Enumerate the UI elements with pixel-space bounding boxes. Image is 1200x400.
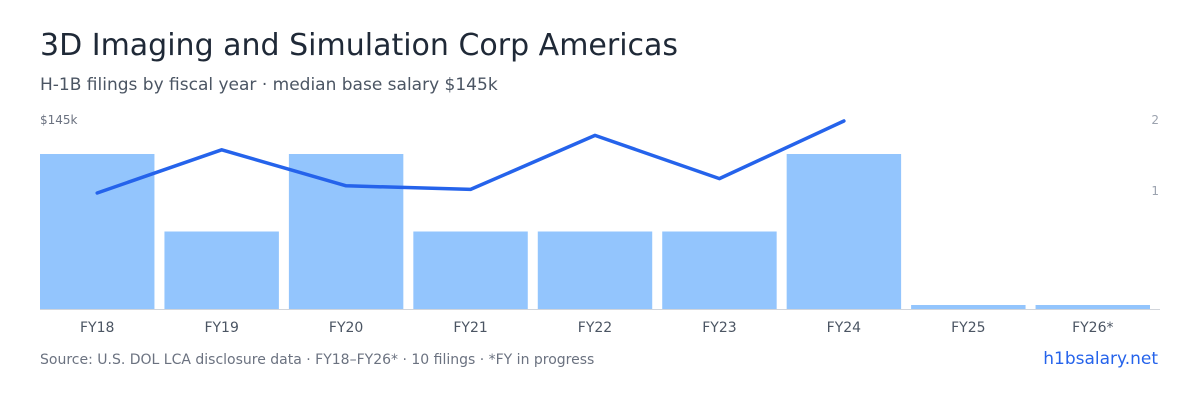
chart-subtitle: H-1B filings by fiscal year · median bas…: [40, 75, 498, 95]
bar-fy21[interactable]: [413, 231, 528, 310]
right-axis-tick-1: 1: [1151, 184, 1159, 198]
bar-fy26[interactable]: [1035, 305, 1150, 309]
x-tick-label: FY26*: [1072, 320, 1113, 336]
bar-fy25[interactable]: [911, 305, 1026, 309]
bar-fy20[interactable]: [288, 154, 404, 309]
bar-fy19[interactable]: [164, 231, 279, 310]
x-tick-label: FY19: [204, 320, 238, 336]
x-tick-label: FY24: [827, 320, 862, 336]
bar-fy23[interactable]: [662, 231, 777, 310]
x-tick-label: FY23: [702, 320, 736, 336]
x-tick-label: FY20: [329, 320, 363, 336]
bar-fy22[interactable]: [537, 231, 653, 310]
x-tick-label: FY18: [80, 320, 114, 336]
salary-line: [95, 119, 846, 195]
source-note: Source: U.S. DOL LCA disclosure data · F…: [40, 352, 595, 368]
chart-title: 3D Imaging and Simulation Corp Americas: [40, 28, 679, 63]
x-tick-label: FY21: [453, 320, 487, 336]
right-axis-tick-2: 2: [1151, 113, 1159, 127]
bar-fy24[interactable]: [786, 154, 902, 309]
x-tick-label: FY22: [578, 320, 612, 336]
x-tick-label: FY25: [951, 320, 985, 336]
left-axis-label: $145k: [40, 113, 78, 127]
brand-link[interactable]: h1bsalary.net: [1043, 349, 1158, 369]
